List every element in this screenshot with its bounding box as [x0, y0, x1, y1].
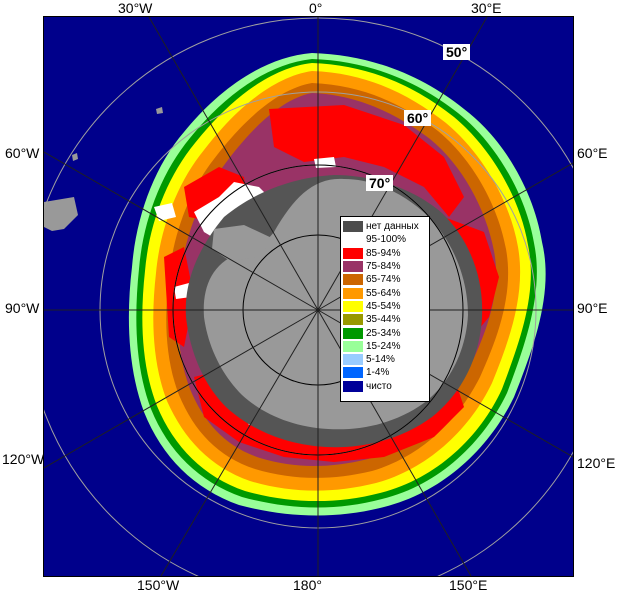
- legend-label: 45-54%: [366, 300, 401, 312]
- ice-patch-95-100: [154, 203, 176, 221]
- legend-swatch: [343, 287, 363, 299]
- legend-item: 95-100%: [343, 233, 427, 246]
- legend-swatch: [343, 314, 363, 326]
- island-land: [156, 107, 163, 114]
- antarctic-peninsula-land: [212, 225, 274, 261]
- legend-swatch: [343, 340, 363, 352]
- legend-item: 65-74%: [343, 273, 427, 286]
- lon-label-120w: 120°W: [2, 451, 45, 467]
- lon-label-0: 0°: [309, 0, 323, 16]
- legend-item: нет данных: [343, 220, 427, 233]
- lon-label-90e: 90°E: [577, 300, 608, 316]
- legend-item: 1-4%: [343, 366, 427, 379]
- lon-label-150e: 150°E: [449, 577, 488, 593]
- lon-label-60e: 60°E: [577, 145, 608, 161]
- legend-label: нет данных: [366, 221, 419, 233]
- legend-label: 85-94%: [366, 247, 401, 259]
- legend-item: 35-44%: [343, 313, 427, 326]
- legend-swatch: [343, 247, 363, 259]
- legend-label: 1-4%: [366, 367, 390, 379]
- meridian-grid: [44, 17, 573, 576]
- legend-item: 15-24%: [343, 340, 427, 353]
- legend-label: 5-14%: [366, 354, 395, 366]
- legend-swatch: [343, 327, 363, 339]
- legend-swatch: [343, 261, 363, 273]
- legend-label: 95-100%: [366, 234, 407, 246]
- legend-label: 35-44%: [366, 314, 401, 326]
- legend-label: 15-24%: [366, 340, 401, 352]
- lon-label-90w: 90°W: [5, 300, 40, 316]
- lon-label-120e: 120°E: [577, 455, 616, 471]
- lon-label-150w: 150°W: [137, 577, 180, 593]
- legend-swatch: [343, 367, 363, 379]
- legend-swatch: [343, 300, 363, 312]
- legend-label: 55-64%: [366, 287, 401, 299]
- legend-swatch: [343, 274, 363, 286]
- legend-swatch: [343, 354, 363, 366]
- legend-item: 5-14%: [343, 353, 427, 366]
- lon-label-30w: 30°W: [118, 0, 153, 16]
- legend-label: 65-74%: [366, 274, 401, 286]
- lon-label-30e: 30°E: [471, 0, 502, 16]
- legend-swatch: [343, 234, 363, 246]
- legend: нет данных 95-100% 85-94% 75-84% 65-74% 55-64…: [340, 216, 430, 402]
- sea-ice-map: [43, 16, 574, 577]
- legend-label: 25-34%: [366, 327, 401, 339]
- legend-item: 75-84%: [343, 260, 427, 273]
- lon-label-180: 180°: [293, 577, 322, 593]
- lat-label-50: 50°: [443, 44, 471, 60]
- legend-label: чисто: [366, 380, 392, 392]
- legend-label: 75-84%: [366, 261, 401, 273]
- south-america-land: [44, 197, 78, 231]
- legend-item: 55-64%: [343, 286, 427, 299]
- legend-rows: нет данных 95-100% 85-94% 75-84% 65-74% 55-64…: [343, 220, 427, 393]
- legend-item: 45-54%: [343, 300, 427, 313]
- legend-swatch: [343, 380, 363, 392]
- legend-item: 85-94%: [343, 247, 427, 260]
- lat-label-60: 60°: [404, 110, 432, 126]
- legend-swatch: [343, 221, 363, 233]
- legend-item: 25-34%: [343, 326, 427, 339]
- island-land: [72, 153, 78, 161]
- polar-map-svg: [44, 17, 573, 576]
- lat-label-70: 70°: [366, 175, 394, 191]
- legend-item: чисто: [343, 380, 427, 393]
- lon-label-60w: 60°W: [5, 145, 40, 161]
